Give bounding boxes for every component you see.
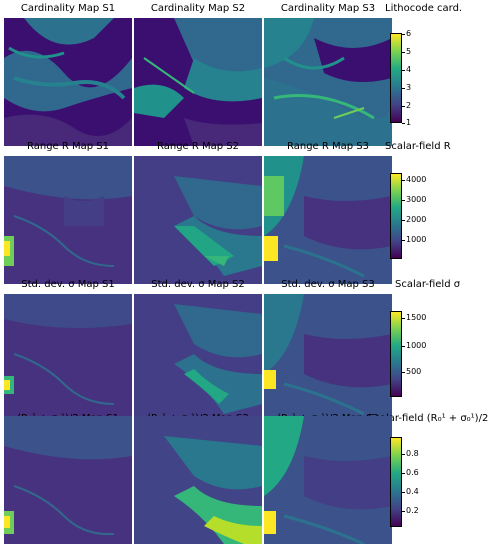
stddev-map-s2	[134, 294, 262, 422]
tick-label: 1	[401, 118, 412, 127]
colorbar-title: Scalar-field σ	[395, 279, 461, 290]
stddev-map-s1	[4, 294, 132, 422]
tick-label: 4000	[401, 175, 427, 184]
tick-label: 1000	[401, 235, 427, 244]
panel-title: Range R Map S1	[27, 141, 109, 152]
panel-title: Std. dev. σ Map S3	[281, 279, 375, 290]
tick-label: 0.6	[402, 468, 419, 477]
panel-title: Cardinality Map S3	[280, 3, 376, 14]
tick-label: 1000	[401, 341, 427, 350]
cardinality-map-s1	[4, 18, 132, 146]
range-map-s3	[264, 156, 392, 284]
tick-label: 0.8	[402, 449, 419, 458]
colorbar-title: Scalar-field R	[385, 141, 451, 152]
tick-label: 2000	[401, 215, 427, 224]
tick-label: 1500	[401, 313, 427, 322]
tick-label: 2	[401, 101, 412, 110]
tick-label: 4	[401, 65, 412, 74]
panel-title: Cardinality Map S2	[150, 3, 246, 14]
panel-title: Std. dev. σ Map S2	[151, 279, 245, 290]
colorbar-combined	[390, 437, 402, 527]
tick-label: 0.4	[402, 487, 419, 496]
cardinality-map-s3	[264, 18, 392, 146]
combined-map-s1	[4, 416, 132, 544]
colorbar-cardinality	[390, 33, 402, 123]
colorbar-title: Lithocode card.	[385, 3, 463, 14]
range-map-s2	[134, 156, 262, 284]
tick-label: 6	[401, 29, 412, 38]
panel-title: Cardinality Map S1	[20, 3, 116, 14]
tick-label: 0.2	[402, 506, 419, 515]
tick-label: 3	[401, 83, 412, 92]
cardinality-map-s2	[134, 18, 262, 146]
combined-map-s3	[264, 416, 392, 544]
panel-title: Range R Map S2	[157, 141, 239, 152]
tick-label: 500	[401, 367, 422, 376]
panel-title: Std. dev. σ Map S1	[21, 279, 115, 290]
range-map-s1	[4, 156, 132, 284]
panel-title: Range R Map S3	[287, 141, 369, 152]
colorbar-stddev	[390, 311, 402, 397]
combined-map-s2	[134, 416, 262, 544]
stddev-map-s3	[264, 294, 392, 422]
tick-label: 3000	[401, 195, 427, 204]
colorbar-title: Scalar-field (R₀¹ + σ₀¹)/2	[368, 413, 489, 424]
tick-label: 5	[401, 47, 412, 56]
colorbar-range	[390, 173, 402, 259]
